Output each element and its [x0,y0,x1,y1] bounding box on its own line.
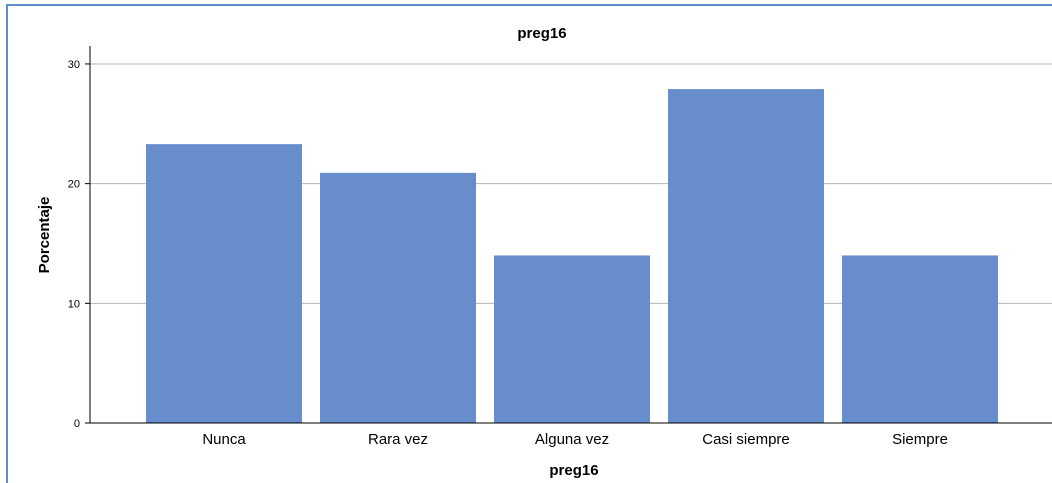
bar-alguna-vez [494,255,650,423]
y-tick-labels: 0 10 20 30 [68,59,90,430]
x-axis-label: preg16 [549,462,598,479]
x-tick-label: Nunca [202,431,246,448]
x-tick-label: Siempre [892,431,948,448]
bar-rara-vez [320,172,476,423]
bar-chart: preg16 0 10 20 30 Nunca Rara vez Alguna vez Ca… [36,25,1052,479]
y-axis-label: Porcentaje [36,197,53,274]
bar-nunca [146,144,302,423]
x-tick-label: Casi siempre [702,431,790,448]
bar-siempre [842,255,998,423]
y-tick-label: 10 [68,298,80,310]
x-tick-labels: Nunca Rara vez Alguna vez Casi siempre Siemp… [202,431,948,448]
y-tick-label: 0 [74,418,80,430]
chart-title: preg16 [517,25,566,42]
chart-frame: preg16 0 10 20 30 Nunca Rara vez Alguna vez Ca… [6,4,1052,483]
x-tick-label: Alguna vez [535,431,609,448]
x-tick-label: Rara vez [368,431,428,448]
y-tick-label: 30 [68,59,80,71]
y-tick-label: 20 [68,179,80,191]
bars [146,89,998,423]
bar-casi-siempre [668,89,824,423]
